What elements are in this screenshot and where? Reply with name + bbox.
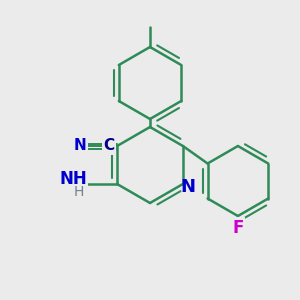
Text: N: N <box>180 178 195 196</box>
Text: NH: NH <box>59 170 87 188</box>
Text: C: C <box>103 139 115 154</box>
Text: N: N <box>74 139 86 154</box>
Text: F: F <box>232 219 244 237</box>
Text: H: H <box>74 185 84 199</box>
